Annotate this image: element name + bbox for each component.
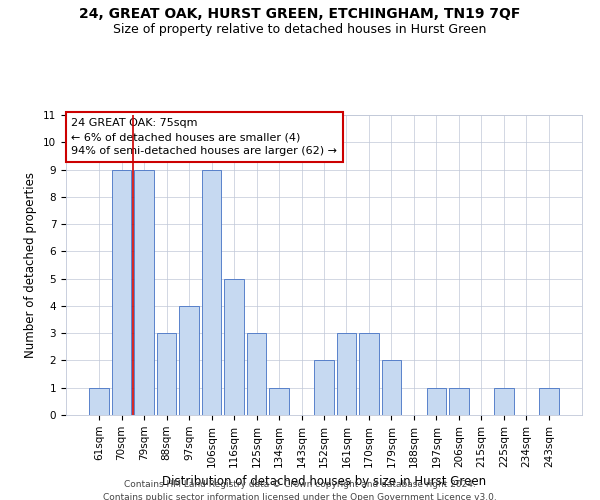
Bar xyxy=(269,388,289,415)
Text: 24, GREAT OAK, HURST GREEN, ETCHINGHAM, TN19 7QF: 24, GREAT OAK, HURST GREEN, ETCHINGHAM, … xyxy=(79,8,521,22)
Bar xyxy=(157,333,176,415)
Bar xyxy=(359,333,379,415)
Bar xyxy=(134,170,154,415)
Bar xyxy=(224,278,244,415)
Bar xyxy=(427,388,446,415)
Text: Contains HM Land Registry data © Crown copyright and database right 2024.: Contains HM Land Registry data © Crown c… xyxy=(124,480,476,489)
X-axis label: Distribution of detached houses by size in Hurst Green: Distribution of detached houses by size … xyxy=(162,475,486,488)
Bar xyxy=(179,306,199,415)
Bar xyxy=(539,388,559,415)
Bar xyxy=(494,388,514,415)
Text: 24 GREAT OAK: 75sqm
← 6% of detached houses are smaller (4)
94% of semi-detached: 24 GREAT OAK: 75sqm ← 6% of detached hou… xyxy=(71,118,337,156)
Bar xyxy=(89,388,109,415)
Bar xyxy=(337,333,356,415)
Text: Size of property relative to detached houses in Hurst Green: Size of property relative to detached ho… xyxy=(113,22,487,36)
Bar xyxy=(314,360,334,415)
Text: Contains public sector information licensed under the Open Government Licence v3: Contains public sector information licen… xyxy=(103,492,497,500)
Y-axis label: Number of detached properties: Number of detached properties xyxy=(25,172,37,358)
Bar xyxy=(202,170,221,415)
Bar xyxy=(382,360,401,415)
Bar xyxy=(247,333,266,415)
Bar xyxy=(449,388,469,415)
Bar xyxy=(112,170,131,415)
